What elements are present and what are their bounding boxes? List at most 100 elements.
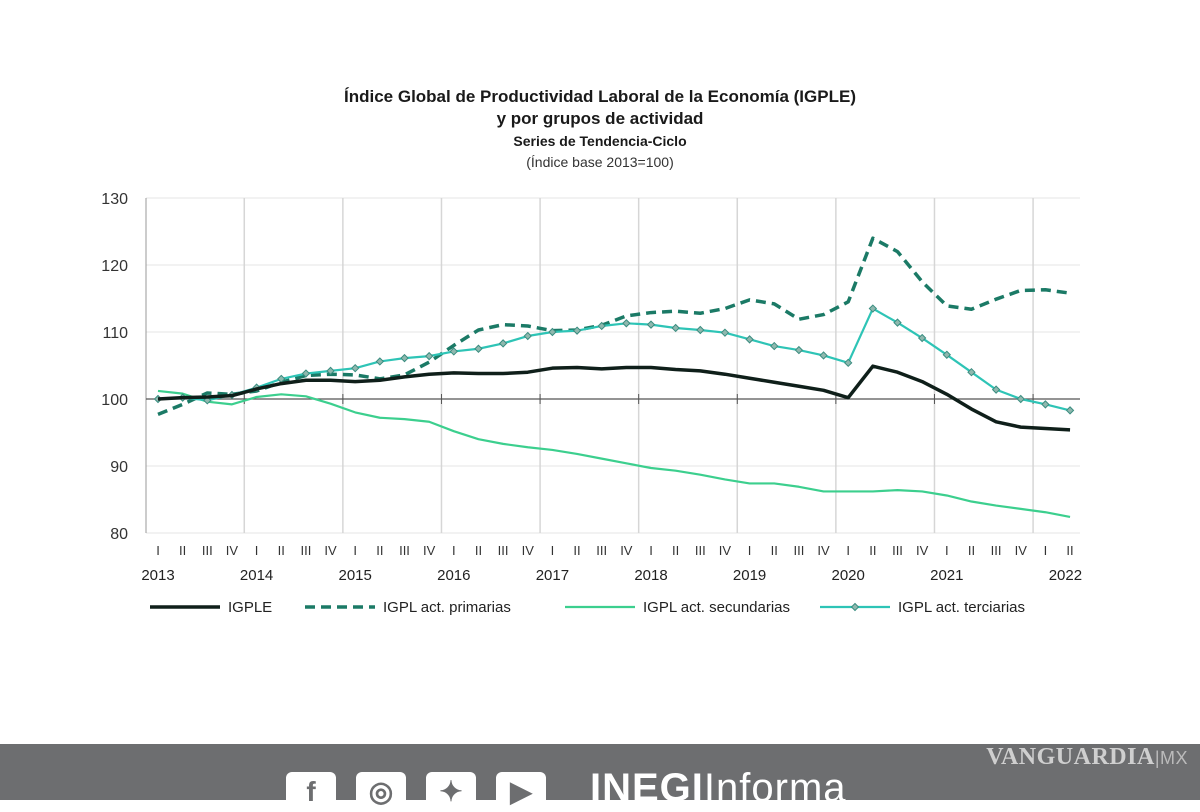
quarter-label: III xyxy=(300,543,311,558)
chart-base-note: (Índice base 2013=100) xyxy=(526,154,674,170)
quarter-label: II xyxy=(968,543,975,558)
quarter-label: III xyxy=(892,543,903,558)
quarter-label: III xyxy=(695,543,706,558)
quarter-label: I xyxy=(452,543,456,558)
quarter-label: IV xyxy=(916,543,929,558)
y-tick-label: 80 xyxy=(110,526,128,543)
quarter-label: III xyxy=(498,543,509,558)
quarter-label: II xyxy=(672,543,679,558)
quarter-label: III xyxy=(596,543,607,558)
quarter-label: II xyxy=(179,543,186,558)
quarter-label: I xyxy=(1044,543,1048,558)
data-point-terciarias xyxy=(1016,394,1025,404)
data-point-terciarias xyxy=(449,347,459,356)
data-point-terciarias xyxy=(917,333,927,343)
quarter-label: IV xyxy=(423,543,436,558)
quarter-label: II xyxy=(475,543,482,558)
data-point-terciarias xyxy=(893,318,902,327)
data-point-terciarias xyxy=(548,327,557,337)
data-point-terciarias xyxy=(770,341,779,351)
year-label: 2019 xyxy=(733,567,766,584)
data-point-terciarias xyxy=(597,321,606,331)
data-point-terciarias xyxy=(868,304,878,313)
year-label: 2016 xyxy=(437,567,470,584)
year-label: 2015 xyxy=(339,567,372,584)
series-line-igpl-act-terciarias xyxy=(157,307,1071,412)
data-point-terciarias xyxy=(375,357,385,366)
quarter-label: IV xyxy=(719,543,732,558)
quarter-label: III xyxy=(399,543,410,558)
quarter-label: III xyxy=(202,543,213,558)
data-point-terciarias xyxy=(301,369,311,378)
quarter-label: II xyxy=(278,543,285,558)
quarter-label: I xyxy=(945,543,949,558)
data-point-terciarias xyxy=(745,335,754,344)
social-icons: f ◎ ✦ ▶ xyxy=(286,772,546,812)
quarter-label: II xyxy=(376,543,383,558)
quarter-label: III xyxy=(991,543,1002,558)
footer-banner: VANGUARDIA|MX f ◎ ✦ ▶ INEGIInforma xyxy=(0,744,1200,812)
quarter-label: I xyxy=(156,543,160,558)
youtube-icon[interactable]: ▶ xyxy=(496,772,546,812)
year-label: 2017 xyxy=(536,567,569,584)
data-point-terciarias xyxy=(671,323,680,333)
watermark: VANGUARDIA|MX xyxy=(986,744,1188,770)
twitter-icon[interactable]: ✦ xyxy=(426,772,476,812)
data-point-terciarias xyxy=(991,385,1001,394)
quarter-label: I xyxy=(551,543,555,558)
quarter-label: II xyxy=(1066,543,1073,558)
series-line-igple xyxy=(157,364,1071,432)
data-point-terciarias xyxy=(1065,406,1075,415)
data-point-terciarias xyxy=(572,326,582,335)
quarter-label: IV xyxy=(324,543,337,558)
legend-label: IGPL act. secundarias xyxy=(643,599,790,616)
y-tick-label: 130 xyxy=(101,191,128,208)
quarter-label: III xyxy=(793,543,804,558)
legend-label: IGPLE xyxy=(228,599,272,616)
quarter-label: IV xyxy=(226,543,239,558)
brand-logo: INEGIInforma xyxy=(590,766,847,811)
quarter-label: I xyxy=(353,543,357,558)
data-point-terciarias xyxy=(696,325,705,335)
series-line-igpl-act-secundarias xyxy=(157,389,1071,519)
facebook-icon[interactable]: f xyxy=(286,772,336,812)
series-line-igpl-act-primarias xyxy=(157,236,1071,417)
year-label: 2022 xyxy=(1049,567,1082,584)
quarter-label: IV xyxy=(620,543,633,558)
data-point-terciarias xyxy=(523,331,532,341)
data-point-terciarias xyxy=(350,363,360,373)
data-point-terciarias xyxy=(646,320,656,329)
data-point-terciarias xyxy=(720,328,730,337)
y-tick-label: 110 xyxy=(102,325,128,342)
data-point-terciarias xyxy=(967,367,976,377)
chart-title-block: Índice Global de Productividad Laboral d… xyxy=(0,86,1200,172)
data-point-terciarias xyxy=(498,339,508,348)
quarter-label: I xyxy=(649,543,653,558)
year-label: 2013 xyxy=(141,567,174,584)
y-tick-label: 100 xyxy=(101,392,128,409)
brand-bold: INEGI xyxy=(590,766,704,810)
quarter-label: II xyxy=(573,543,580,558)
quarter-label: IV xyxy=(522,543,535,558)
data-point-terciarias xyxy=(326,366,335,376)
y-tick-label: 90 xyxy=(110,459,128,476)
year-label: 2014 xyxy=(240,567,273,584)
data-point-terciarias xyxy=(843,358,853,368)
data-point-terciarias xyxy=(794,345,804,355)
y-tick-label: 120 xyxy=(101,258,128,275)
quarter-label: I xyxy=(748,543,752,558)
year-label: 2020 xyxy=(832,567,865,584)
data-point-terciarias xyxy=(400,353,409,363)
data-point-terciarias xyxy=(474,344,483,353)
quarter-label: I xyxy=(255,543,259,558)
legend-marker xyxy=(850,602,860,612)
chart-subtitle: Series de Tendencia-Ciclo xyxy=(513,133,687,149)
quarter-label: I xyxy=(846,543,850,558)
watermark-text: VANGUARDIA xyxy=(986,744,1155,770)
instagram-icon[interactable]: ◎ xyxy=(356,772,406,812)
data-point-terciarias xyxy=(1041,400,1050,409)
legend-label: IGPL act. terciarias xyxy=(898,599,1025,616)
year-label: 2021 xyxy=(930,567,963,584)
quarter-label: II xyxy=(771,543,778,558)
